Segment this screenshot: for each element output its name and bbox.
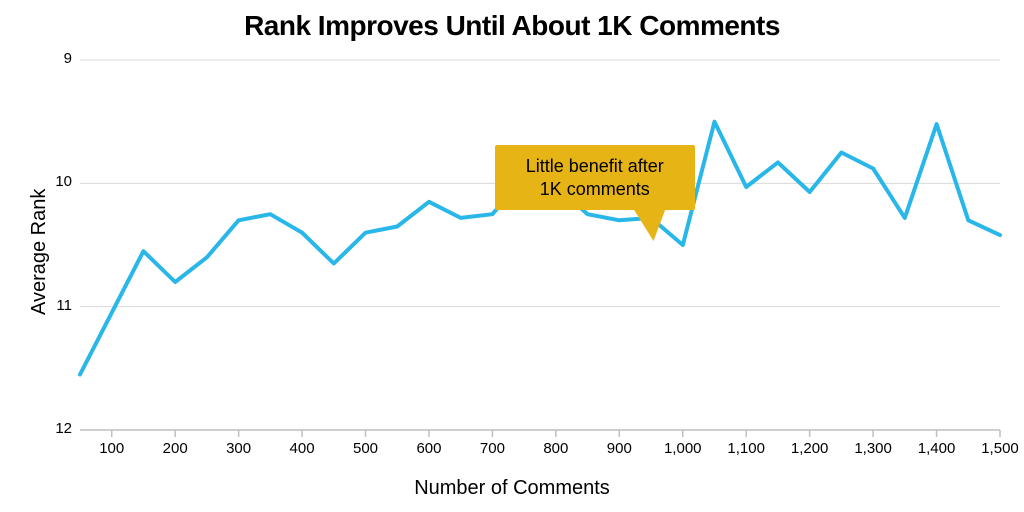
x-tick-label: 1,100	[716, 440, 776, 457]
x-tick-label: 400	[272, 440, 332, 457]
chart-svg	[0, 0, 1024, 512]
x-tick-label: 1,500	[970, 440, 1024, 457]
x-tick-label: 1,000	[653, 440, 713, 457]
x-tick-label: 100	[82, 440, 142, 457]
y-tick-label: 11	[32, 297, 72, 314]
x-tick-label: 600	[399, 440, 459, 457]
line-chart: Rank Improves Until About 1K Comments Av…	[0, 0, 1024, 512]
x-tick-label: 500	[336, 440, 396, 457]
callout-line1: Little benefit after	[526, 156, 664, 176]
x-tick-label: 1,200	[780, 440, 840, 457]
x-tick-label: 700	[462, 440, 522, 457]
x-tick-label: 200	[145, 440, 205, 457]
x-tick-label: 1,400	[907, 440, 967, 457]
x-axis-label: Number of Comments	[0, 477, 1024, 500]
x-tick-label: 1,300	[843, 440, 903, 457]
y-tick-label: 12	[32, 420, 72, 437]
callout-line2: 1K comments	[540, 179, 650, 199]
x-tick-label: 800	[526, 440, 586, 457]
x-tick-label: 300	[209, 440, 269, 457]
callout-annotation: Little benefit after 1K comments	[495, 145, 695, 210]
x-tick-label: 900	[589, 440, 649, 457]
y-tick-label: 9	[32, 50, 72, 67]
y-tick-label: 10	[32, 173, 72, 190]
